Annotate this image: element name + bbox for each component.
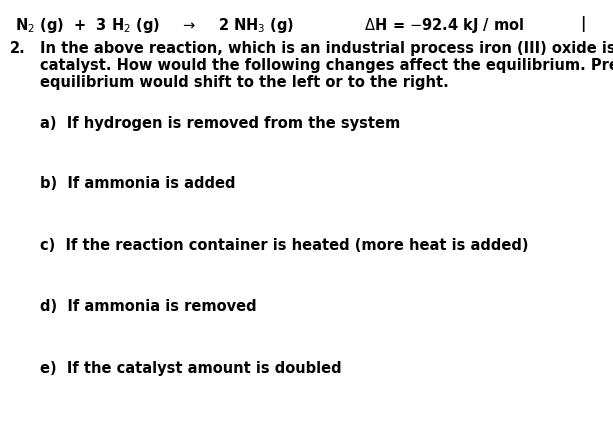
Text: a)  If hydrogen is removed from the system: a) If hydrogen is removed from the syste… (40, 116, 400, 131)
Text: 2.: 2. (10, 41, 26, 56)
Text: c)  If the reaction container is heated (more heat is added): c) If the reaction container is heated (… (40, 237, 528, 252)
Text: catalyst. How would the following changes affect the equilibrium. Predict if the: catalyst. How would the following change… (40, 58, 613, 73)
Text: b)  If ammonia is added: b) If ammonia is added (40, 175, 235, 190)
Text: equilibrium would shift to the left or to the right.: equilibrium would shift to the left or t… (40, 75, 449, 90)
Text: e)  If the catalyst amount is doubled: e) If the catalyst amount is doubled (40, 360, 341, 375)
Text: N$_2$ (g)  +  3 H$_2$ (g)    $\rightarrow$    2 NH$_3$ (g)              $\Delta$: N$_2$ (g) + 3 H$_2$ (g) $\rightarrow$ 2 … (15, 16, 525, 35)
Text: d)  If ammonia is removed: d) If ammonia is removed (40, 298, 257, 313)
Text: |: | (580, 16, 585, 32)
Text: In the above reaction, which is an industrial process iron (III) oxide is used a: In the above reaction, which is an indus… (40, 41, 613, 56)
